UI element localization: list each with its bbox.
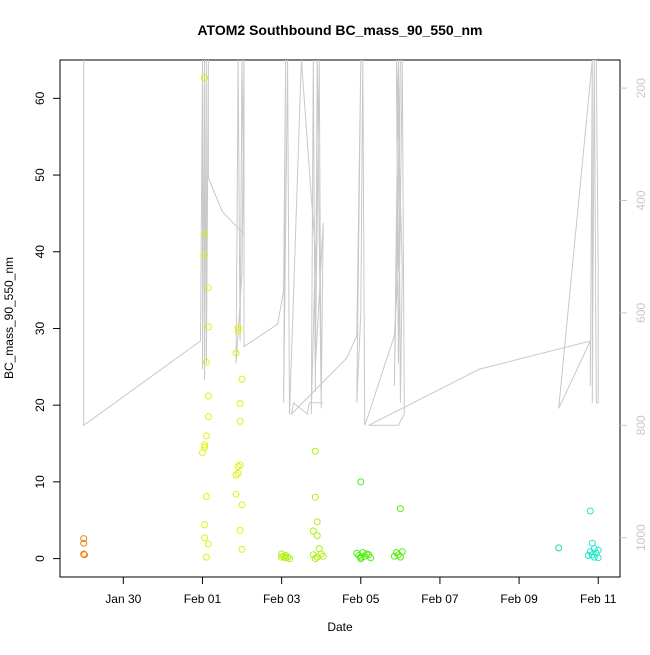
data-point	[236, 417, 244, 425]
data-point	[202, 553, 210, 561]
x-tick-label: Feb 03	[263, 592, 301, 606]
y-tick-label: 50	[33, 168, 47, 182]
data-point	[282, 552, 290, 559]
data-point	[309, 551, 317, 559]
data-point	[309, 527, 317, 535]
data-point	[238, 545, 246, 553]
data-point	[80, 550, 88, 558]
x-axis: Jan 30 Feb 01 Feb 03 Feb 05 Feb 07 Feb 09 Feb …	[105, 577, 617, 606]
plot-area	[59, 59, 621, 578]
data-point	[396, 505, 404, 513]
data-point	[201, 74, 208, 82]
x-tick-label: Feb 01	[184, 592, 222, 606]
y-tick-label: 40	[33, 245, 47, 259]
data-point	[357, 478, 365, 486]
data-point	[367, 554, 375, 562]
data-point	[584, 552, 592, 559]
y-tick-label: 20	[33, 398, 47, 412]
data-point	[199, 449, 206, 457]
data-point	[201, 534, 208, 542]
data-point	[278, 553, 286, 561]
data-point	[313, 532, 321, 540]
data-point	[201, 230, 208, 238]
data-point	[204, 392, 212, 400]
y-tick-label: 60	[33, 91, 47, 105]
data-point	[204, 323, 212, 331]
point-series	[80, 74, 602, 563]
data-point	[204, 540, 212, 548]
data-point	[80, 535, 88, 543]
data-point	[238, 375, 246, 383]
data-point	[359, 549, 367, 556]
y2-tick-label: 400	[634, 190, 648, 210]
data-point	[311, 447, 319, 455]
data-point	[81, 551, 88, 559]
data-point	[234, 469, 242, 477]
y-axis-label: BC_mass_90_550_nm	[2, 257, 16, 379]
x-tick-label: Feb 05	[342, 592, 380, 606]
data-point	[236, 461, 244, 469]
y-tick-label: 30	[33, 321, 47, 335]
data-point	[236, 526, 244, 534]
data-point	[232, 471, 240, 479]
y2-tick-label: 1000	[634, 524, 648, 551]
x-tick-label: Feb 09	[500, 592, 538, 606]
data-point	[317, 550, 325, 558]
data-point	[234, 324, 242, 332]
data-point	[398, 548, 406, 556]
data-point	[313, 518, 321, 526]
data-point	[234, 463, 242, 470]
y2-tick-label: 600	[634, 303, 648, 323]
x-tick-label: Jan 30	[105, 592, 141, 606]
data-point	[80, 539, 88, 547]
data-point	[202, 493, 210, 500]
data-point	[202, 358, 210, 366]
data-point	[204, 284, 212, 292]
data-point	[588, 551, 596, 559]
data-point	[319, 552, 327, 560]
data-point	[311, 493, 319, 501]
y2-axis: 200 400 600 800 1000	[620, 78, 648, 551]
data-point	[204, 413, 212, 421]
x-tick-label: Feb 07	[421, 592, 459, 606]
data-point	[238, 501, 246, 509]
altitude-line	[83, 60, 599, 427]
data-point	[201, 521, 208, 529]
y2-tick-label: 800	[634, 415, 648, 435]
data-point	[232, 490, 240, 498]
data-point	[311, 555, 319, 563]
data-point	[202, 432, 210, 440]
data-point	[232, 349, 240, 357]
data-point	[594, 554, 602, 562]
data-point	[555, 544, 563, 552]
data-point	[236, 400, 244, 408]
data-point	[278, 550, 286, 558]
y-tick-label: 10	[33, 475, 47, 489]
x-tick-label: Feb 11	[580, 592, 617, 606]
y-tick-label: 0	[33, 555, 47, 562]
x-axis-label: Date	[327, 620, 353, 634]
data-point	[586, 507, 594, 515]
y-axis: 0 10 20 30 40 50 60	[33, 91, 60, 562]
y2-tick-label: 200	[634, 78, 648, 98]
chart-title: ATOM2 Southbound BC_mass_90_550_nm	[197, 22, 482, 38]
data-point	[594, 546, 602, 554]
data-point	[234, 327, 242, 335]
altitude-series	[83, 60, 599, 427]
data-point	[201, 251, 208, 259]
data-point	[390, 552, 398, 560]
data-point	[357, 555, 365, 563]
data-point	[201, 441, 208, 449]
